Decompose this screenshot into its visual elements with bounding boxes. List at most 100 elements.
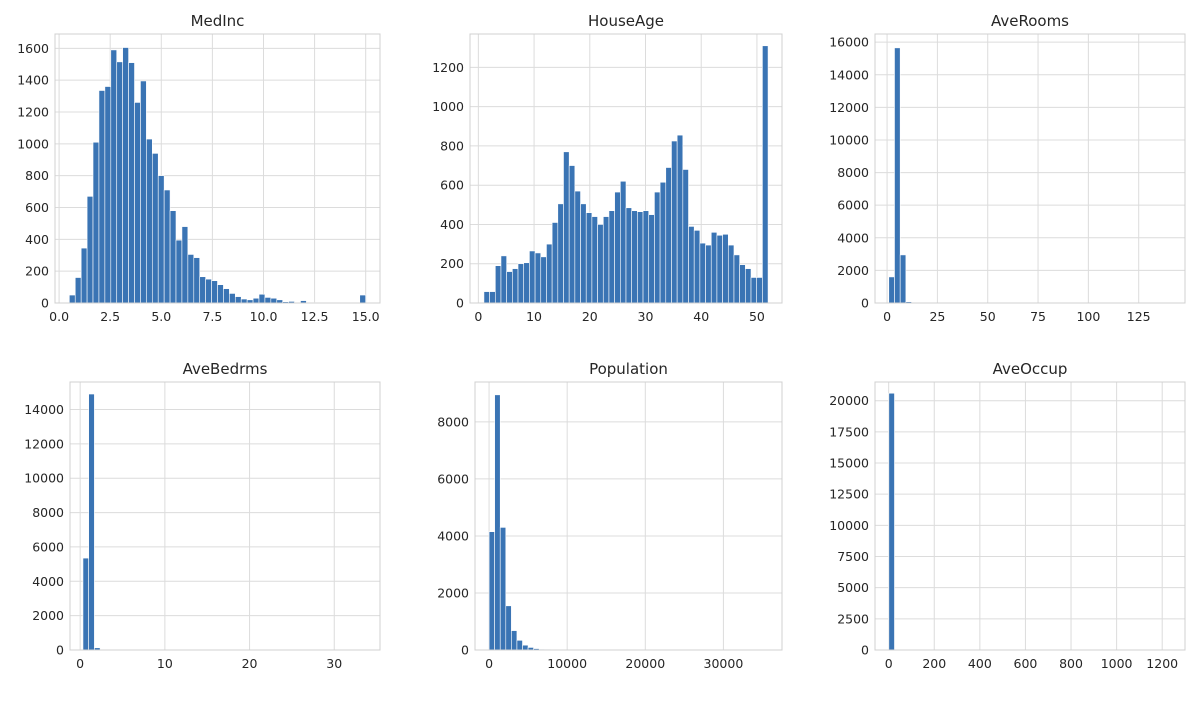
houseage-bar-26 — [631, 210, 638, 304]
houseage-bar-3 — [500, 255, 507, 304]
aveoccup-y-tick-label: 15000 — [829, 456, 869, 471]
averooms-y-tick-label: 0 — [861, 296, 869, 311]
averooms-y-tick-label: 6000 — [837, 198, 869, 213]
houseage-bar-20 — [597, 224, 604, 304]
houseage-bar-44 — [733, 254, 740, 304]
averooms-plot-frame — [874, 33, 1186, 304]
houseage-bar-16 — [574, 190, 581, 304]
houseage-bar-41 — [716, 234, 723, 304]
population-bar-5 — [516, 640, 523, 651]
medinc-bar-17 — [169, 210, 177, 304]
averooms-x-tick-label: 50 — [980, 309, 996, 324]
averooms-y-tick-label: 12000 — [829, 100, 869, 115]
houseage-y-tick-label: 200 — [440, 256, 464, 271]
houseage-bar-13 — [557, 203, 564, 304]
houseage-bar-33 — [671, 140, 678, 304]
medinc-bar-49 — [359, 294, 366, 304]
houseage-y-tick-label: 1000 — [432, 99, 464, 114]
medinc-bar-27 — [229, 293, 236, 304]
medinc-bar-1 — [74, 277, 82, 304]
medinc-bar-28 — [234, 296, 242, 304]
houseage-bar-25 — [625, 207, 632, 304]
medinc-bar-6 — [104, 86, 112, 304]
averooms-x-tick-label: 25 — [929, 309, 945, 324]
houseage-bar-0 — [483, 291, 490, 304]
houseage-y-tick-label: 600 — [440, 178, 464, 193]
medinc-bar-15 — [157, 175, 165, 304]
averooms-y-tick-label: 16000 — [829, 35, 869, 50]
averooms-y-tick-label: 10000 — [829, 132, 869, 147]
aveoccup-bar-0 — [888, 392, 895, 651]
population-panel-title: Population — [589, 360, 668, 378]
medinc-bar-8 — [116, 61, 123, 304]
population-x-tick-label: 30000 — [704, 656, 744, 671]
medinc-bar-22 — [199, 276, 206, 304]
medinc-bar-21 — [193, 257, 201, 304]
population-x-tick-label: 10000 — [547, 656, 587, 671]
population-bar-4 — [511, 630, 518, 651]
averooms-y-tick-label: 14000 — [829, 67, 869, 82]
medinc-y-tick-label: 1400 — [17, 73, 49, 88]
population-bar-3 — [505, 605, 512, 651]
population-plot-area — [475, 382, 782, 650]
medinc-bar-11 — [134, 102, 141, 304]
medinc-y-tick-label: 400 — [25, 232, 49, 247]
houseage-bar-23 — [614, 191, 621, 304]
houseage-bar-7 — [523, 262, 530, 304]
medinc-bar-26 — [223, 288, 230, 304]
houseage-bar-35 — [682, 169, 689, 304]
houseage-bar-49 — [762, 45, 769, 304]
avebedrms-y-tick-label: 6000 — [32, 539, 64, 554]
medinc-bar-23 — [205, 278, 212, 304]
houseage-bar-28 — [642, 210, 650, 304]
averooms-x-tick-label: 100 — [1076, 309, 1100, 324]
population-bar-1 — [494, 394, 501, 651]
population-y-tick-label: 0 — [461, 643, 469, 658]
averooms-x-tick-label: 0 — [883, 309, 891, 324]
averooms-x-tick-label: 125 — [1127, 309, 1151, 324]
aveoccup-x-tick-label: 800 — [1059, 656, 1083, 671]
medinc-bar-9 — [122, 47, 129, 304]
avebedrms-y-tick-label: 10000 — [24, 471, 64, 486]
houseage-y-tick-label: 800 — [440, 138, 464, 153]
houseage-bar-8 — [529, 250, 536, 304]
averooms-histogram-panel: AveRooms 0 25 50 75 100 125 0 2000 4000 6000 8000 10… — [829, 12, 1186, 324]
houseage-plot-frame — [469, 33, 783, 304]
houseage-bar-40 — [710, 232, 718, 304]
population-y-tick-label: 6000 — [437, 471, 469, 486]
houseage-bar-6 — [517, 263, 525, 304]
medinc-y-tick-label: 1200 — [17, 104, 49, 119]
medinc-x-tick-label: 2.5 — [100, 309, 120, 324]
medinc-bar-29 — [240, 298, 248, 304]
houseage-bar-27 — [637, 211, 644, 304]
houseage-bar-46 — [745, 268, 752, 304]
houseage-bar-45 — [739, 264, 746, 304]
medinc-x-tick-label: 7.5 — [202, 309, 222, 324]
avebedrms-bar-0 — [82, 557, 89, 651]
houseage-bar-22 — [608, 210, 615, 304]
population-x-tick-label: 0 — [485, 656, 493, 671]
medinc-bar-32 — [258, 293, 266, 304]
avebedrms-y-tick-label: 14000 — [24, 402, 64, 417]
medinc-panel-title: MedInc — [191, 12, 245, 30]
medinc-bar-31 — [252, 297, 260, 304]
aveoccup-x-tick-label: 600 — [1014, 656, 1038, 671]
houseage-bar-19 — [591, 216, 598, 304]
medinc-y-tick-label: 0 — [41, 296, 49, 311]
aveoccup-plot-area — [875, 382, 1185, 650]
medinc-x-tick-label: 12.5 — [301, 309, 329, 324]
medinc-bar-7 — [110, 49, 118, 304]
medinc-bar-24 — [211, 280, 218, 304]
houseage-bar-17 — [580, 203, 587, 304]
houseage-bar-48 — [756, 277, 763, 304]
population-x-tick-label: 20000 — [625, 656, 665, 671]
aveoccup-y-tick-label: 5000 — [837, 580, 869, 595]
medinc-bar-20 — [187, 254, 195, 304]
aveoccup-x-tick-label: 1000 — [1101, 656, 1133, 671]
avebedrms-x-tick-label: 0 — [76, 656, 84, 671]
aveoccup-y-tick-label: 12500 — [829, 487, 869, 502]
averooms-bar-2 — [899, 254, 907, 304]
population-y-tick-label: 4000 — [437, 528, 469, 543]
houseage-bar-39 — [705, 244, 712, 304]
